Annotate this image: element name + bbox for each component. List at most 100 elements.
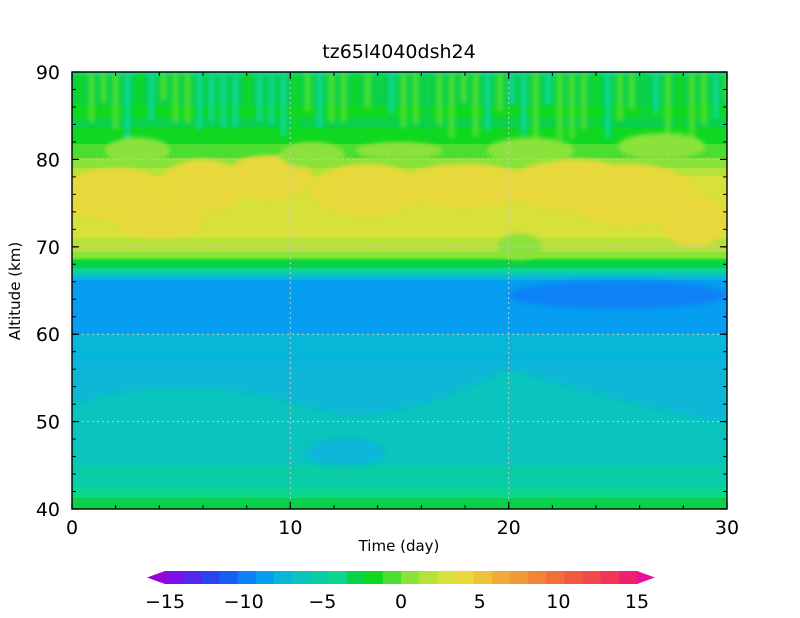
colorbar-tick-label: −10 bbox=[224, 591, 264, 613]
contour-band bbox=[72, 310, 727, 313]
y-tick-label: 50 bbox=[36, 412, 60, 434]
colorbar-max-arrow bbox=[637, 571, 655, 584]
contour-band bbox=[72, 506, 727, 509]
wave-streak bbox=[196, 72, 203, 130]
contour-band bbox=[72, 468, 727, 471]
contour-band bbox=[72, 252, 727, 255]
contour-band bbox=[72, 466, 727, 469]
contour-band bbox=[72, 124, 727, 127]
contour-band bbox=[72, 268, 727, 271]
mesosphere-dome bbox=[72, 360, 727, 422]
y-axis-label: Altitude (km) bbox=[6, 242, 24, 340]
colorbar-swatch bbox=[346, 571, 366, 584]
mild-patch bbox=[355, 141, 444, 160]
contour-band bbox=[72, 286, 727, 289]
contour-band bbox=[72, 160, 727, 163]
contour-band bbox=[72, 464, 727, 467]
colorbar-tick-label: 10 bbox=[546, 591, 570, 613]
colorbar-swatch bbox=[419, 571, 438, 584]
contour-band bbox=[72, 108, 727, 111]
chart-title: tz65l4040dsh24 bbox=[322, 41, 475, 63]
colorbar: −15 −10 −5 0 5 10 15 bbox=[145, 571, 655, 613]
contour-band bbox=[72, 106, 727, 109]
contour-band bbox=[72, 218, 727, 221]
contour-band bbox=[72, 320, 727, 323]
colorbar-tick-label: 5 bbox=[474, 591, 486, 613]
contour-band bbox=[72, 304, 727, 307]
wave-streak bbox=[352, 72, 359, 110]
mild-patch bbox=[104, 137, 171, 164]
contour-band bbox=[72, 502, 727, 505]
contour-band bbox=[72, 452, 727, 455]
warm-patch bbox=[115, 203, 203, 239]
contour-band bbox=[72, 322, 727, 325]
warm-patch bbox=[399, 163, 531, 208]
contour-band bbox=[72, 490, 727, 493]
contour-band bbox=[72, 342, 727, 345]
contour-band bbox=[72, 504, 727, 507]
contour-band bbox=[72, 288, 727, 291]
contour-band bbox=[72, 340, 727, 343]
warm-patch bbox=[312, 163, 422, 217]
contour-band bbox=[72, 454, 727, 457]
contour-variability bbox=[72, 72, 727, 466]
colorbar-swatch bbox=[255, 571, 275, 584]
colorbar-tick-label: −15 bbox=[145, 591, 185, 613]
contour-band bbox=[72, 412, 727, 415]
contour-band bbox=[72, 74, 727, 77]
contour-band bbox=[72, 134, 727, 137]
warm-patch bbox=[159, 159, 247, 212]
warm-patch bbox=[661, 194, 727, 247]
contour-band bbox=[72, 348, 727, 351]
contour-band bbox=[72, 232, 727, 235]
colorbar-swatch bbox=[509, 571, 529, 584]
contour-band bbox=[72, 314, 727, 317]
contour-band bbox=[72, 414, 727, 417]
contour-band bbox=[72, 166, 727, 169]
contour-band bbox=[72, 424, 727, 427]
contour-band bbox=[72, 332, 727, 335]
contour-band bbox=[72, 282, 727, 285]
wave-streak bbox=[364, 72, 371, 109]
contour-band bbox=[72, 456, 727, 459]
contour-band bbox=[72, 114, 727, 117]
contour-band bbox=[72, 498, 727, 501]
wave-streak bbox=[484, 72, 491, 131]
wave-streak bbox=[220, 72, 227, 128]
wave-streak bbox=[640, 72, 647, 128]
wave-streak bbox=[544, 72, 551, 106]
colorbar-swatch bbox=[401, 571, 420, 584]
colorbar-swatch bbox=[310, 571, 329, 584]
colorbar-swatch bbox=[328, 571, 348, 584]
wave-streak bbox=[676, 72, 683, 139]
contour-band bbox=[72, 474, 727, 477]
contour-band bbox=[72, 214, 727, 217]
contour-band bbox=[72, 462, 727, 465]
contour-band bbox=[72, 72, 727, 75]
wave-streak bbox=[508, 72, 515, 104]
contour-band bbox=[72, 226, 727, 229]
wave-streak bbox=[472, 72, 479, 137]
contour-band bbox=[72, 356, 727, 359]
wave-streak bbox=[376, 72, 383, 102]
colorbar-swatch bbox=[546, 571, 565, 584]
contour-band bbox=[72, 436, 727, 439]
wave-streak bbox=[604, 72, 611, 139]
wave-streak bbox=[328, 72, 335, 123]
plot-area bbox=[72, 72, 727, 509]
colorbar-swatch bbox=[491, 571, 511, 584]
contour-band bbox=[72, 266, 727, 269]
contour-band bbox=[72, 316, 727, 319]
wave-streak bbox=[700, 72, 707, 126]
grid-lines bbox=[72, 72, 727, 509]
contour-band bbox=[72, 420, 727, 423]
contour-band bbox=[72, 222, 727, 225]
contour-band bbox=[72, 102, 727, 105]
contour-band bbox=[72, 296, 727, 299]
contour-band bbox=[72, 472, 727, 475]
colorbar-swatch bbox=[165, 571, 184, 584]
contour-band bbox=[72, 318, 727, 321]
contour-band bbox=[72, 262, 727, 265]
contour-band bbox=[72, 236, 727, 239]
